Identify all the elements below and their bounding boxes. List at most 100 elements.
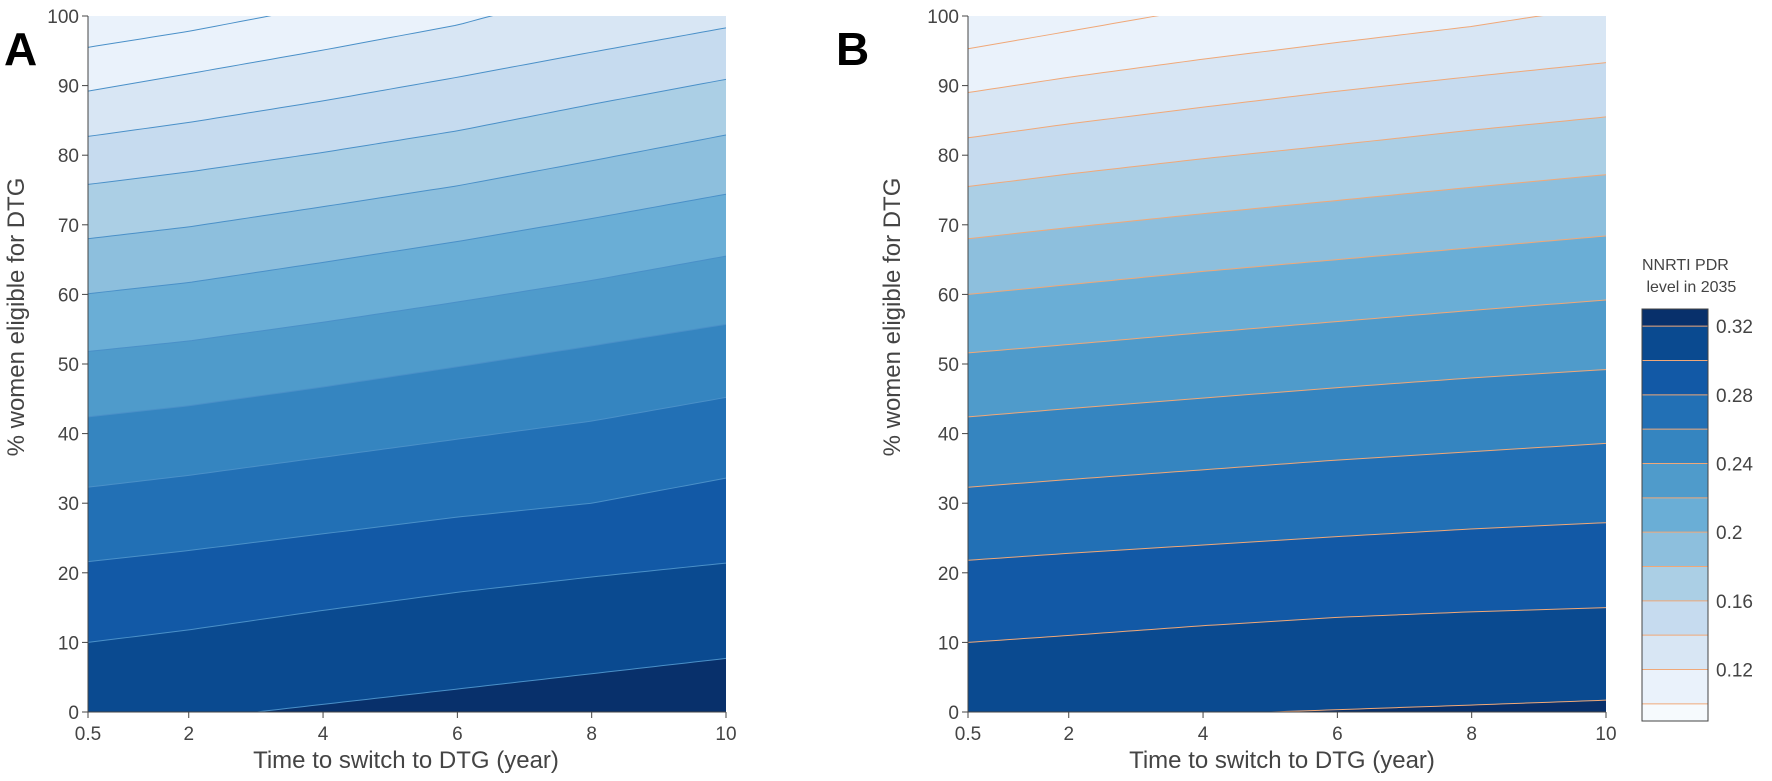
colorbar-band xyxy=(1642,703,1708,721)
colorbar-band xyxy=(1642,600,1708,636)
colorbar-bands xyxy=(1642,309,1708,721)
colorbar-title-line-2: level in 2035 xyxy=(1642,279,1736,296)
y-tick-label: 20 xyxy=(938,564,959,585)
contour-area xyxy=(88,16,726,712)
x-tick-label: 4 xyxy=(318,724,329,745)
colorbar-tick-label: 0.24 xyxy=(1716,455,1753,476)
contour-line-0.24 xyxy=(88,323,726,418)
y-tick-label: 40 xyxy=(58,425,79,446)
panel-b-y-axis-title: % women eligible for DTG xyxy=(879,178,906,457)
x-tick-label: 0.5 xyxy=(955,724,981,745)
panel-a: A 0 10 20 30 40 50 60 70 80 90 100 0.5 2 4 6 8 10 Time … xyxy=(3,7,737,774)
panel-a-x-ticks: 0.5 2 4 6 8 10 xyxy=(75,712,737,745)
colorbar-band xyxy=(1642,635,1708,670)
panel-b-x-ticks: 0.5 2 4 6 8 10 xyxy=(955,712,1617,745)
colorbar-band xyxy=(1642,497,1708,533)
x-tick-label: 4 xyxy=(1198,724,1209,745)
contour-line-0.18 xyxy=(88,134,726,240)
colorbar-band xyxy=(1642,429,1708,464)
contour-line-0.32 xyxy=(254,657,726,712)
colorbar-tick-label: 0.16 xyxy=(1716,592,1753,613)
colorbar-band xyxy=(1642,360,1708,395)
y-tick-label: 80 xyxy=(58,146,79,167)
contour-line-0.22 xyxy=(968,299,1606,354)
contour-line-0.28 xyxy=(88,477,726,563)
colorbar-ticks: 0.32 0.28 0.24 0.2 0.16 0.12 xyxy=(1716,317,1753,681)
y-tick-label: 30 xyxy=(938,494,959,515)
panel-b-label: B xyxy=(836,23,869,75)
colorbar-band xyxy=(1642,463,1708,498)
x-tick-label: 2 xyxy=(1063,724,1074,745)
x-tick-label: 6 xyxy=(1332,724,1343,745)
y-tick-label: 10 xyxy=(938,633,959,654)
colorbar-band xyxy=(1642,566,1708,601)
colorbar-outline xyxy=(1641,308,1709,722)
contour-line-0.20 xyxy=(88,193,726,295)
contour-line-0.24 xyxy=(968,369,1606,418)
x-tick-label: 0.5 xyxy=(75,724,101,745)
y-tick-label: 50 xyxy=(938,355,959,376)
contour-line-0.32 xyxy=(1266,699,1606,712)
y-tick-label: 70 xyxy=(58,216,79,237)
colorbar-band xyxy=(1642,394,1708,430)
y-tick-label: 40 xyxy=(938,425,959,446)
y-tick-label: 90 xyxy=(938,77,959,98)
y-tick-label: 90 xyxy=(58,77,79,98)
panel-a-y-axis-title: % women eligible for DTG xyxy=(3,178,30,457)
contour-line-0.26 xyxy=(88,396,726,488)
colorbar-title-line-1: NNRTI PDR xyxy=(1642,257,1729,274)
y-tick-label: 10 xyxy=(58,633,79,654)
y-tick-label: 30 xyxy=(58,494,79,515)
contour-area xyxy=(968,16,1606,712)
panel-a-y-ticks: 0 10 20 30 40 50 60 70 80 90 100 xyxy=(47,7,88,724)
colorbar: NNRTI PDR level in 2035 0.320.280.240.20… xyxy=(1641,257,1753,722)
y-tick-label: 50 xyxy=(58,355,79,376)
contour-line-0.28 xyxy=(968,522,1606,561)
contour-line-0.16 xyxy=(88,78,726,185)
y-tick-label: 80 xyxy=(938,146,959,167)
y-tick-label: 20 xyxy=(58,564,79,585)
y-tick-label: 60 xyxy=(58,285,79,306)
panel-a-label: A xyxy=(4,23,37,75)
panel-b-x-axis-title: Time to switch to DTG (year) xyxy=(1129,747,1435,774)
contour-line-0.10 xyxy=(88,16,272,48)
contour-line-0.20 xyxy=(968,235,1606,295)
x-tick-label: 6 xyxy=(452,724,463,745)
x-tick-label: 2 xyxy=(183,724,194,745)
contour-line-0.30 xyxy=(968,607,1606,643)
y-tick-label: 100 xyxy=(927,7,959,28)
panel-a-x-axis-title: Time to switch to DTG (year) xyxy=(253,747,559,774)
y-tick-label: 100 xyxy=(47,7,79,28)
x-tick-label: 10 xyxy=(1595,724,1616,745)
colorbar-tick-label: 0.2 xyxy=(1716,523,1742,544)
y-tick-label: 0 xyxy=(68,703,79,724)
x-tick-label: 8 xyxy=(1466,724,1477,745)
y-tick-label: 60 xyxy=(938,285,959,306)
contour-line-0.16 xyxy=(968,116,1606,188)
colorbar-band xyxy=(1642,669,1708,704)
contour-region-below-0.10 xyxy=(88,16,270,48)
colorbar-tick-label: 0.12 xyxy=(1716,661,1753,682)
colorbar-band xyxy=(1642,309,1708,327)
contour-line-0.14 xyxy=(968,62,1606,139)
panel-b-y-ticks: 0 10 20 30 40 50 60 70 80 90 100 xyxy=(927,7,968,724)
y-tick-label: 0 xyxy=(948,703,959,724)
panel-b: B 0 10 20 30 40 50 60 70 80 90 100 0.5 2 4 6 8 10 Time … xyxy=(836,7,1617,774)
colorbar-tick-label: 0.32 xyxy=(1716,317,1753,338)
contour-line-0.26 xyxy=(968,442,1606,488)
panel-b-contour-plot xyxy=(967,16,1606,713)
colorbar-tick-label: 0.28 xyxy=(1716,386,1753,407)
contour-line-0.12 xyxy=(968,16,1544,94)
x-tick-label: 10 xyxy=(715,724,736,745)
colorbar-band xyxy=(1642,532,1708,567)
contour-line-0.14 xyxy=(88,27,726,137)
contour-line-0.18 xyxy=(968,174,1606,240)
colorbar-band xyxy=(1642,326,1708,361)
panel-a-contour-plot xyxy=(87,16,726,713)
x-tick-label: 8 xyxy=(586,724,597,745)
contour-line-0.10 xyxy=(968,16,1160,50)
y-tick-label: 70 xyxy=(938,216,959,237)
contour-line-0.30 xyxy=(88,562,726,643)
contour-region-below-0.12 xyxy=(88,16,492,92)
